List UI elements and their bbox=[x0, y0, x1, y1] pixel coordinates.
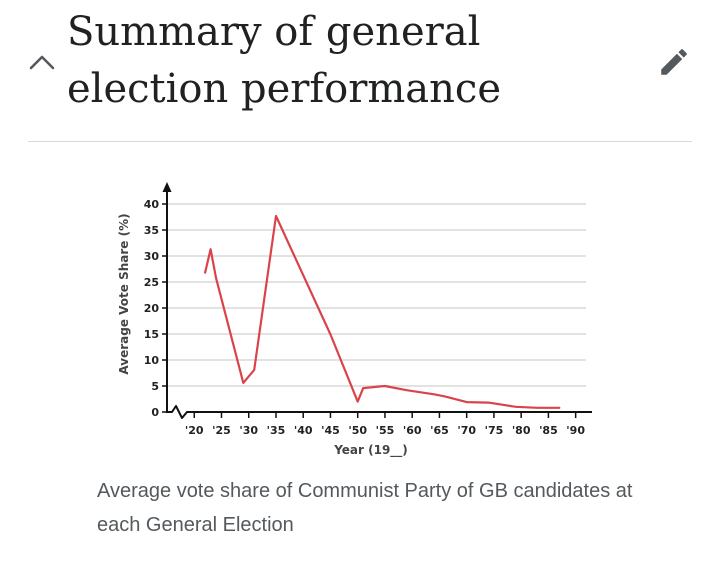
x-tick-label: '50 bbox=[348, 424, 367, 437]
x-tick-label: '55 bbox=[376, 424, 395, 437]
x-tick-label: '60 bbox=[403, 424, 422, 437]
chevron-up-icon bbox=[29, 55, 55, 70]
y-tick-label: 40 bbox=[144, 198, 160, 211]
vote-share-chart: 0 5 10 15 20 25 30 35 40 '20 '25 '30 '35 '40 '45 '50 '5… bbox=[117, 182, 592, 458]
x-tick-label: '75 bbox=[485, 424, 504, 437]
x-axis-line bbox=[167, 405, 592, 419]
x-tick-label: '65 bbox=[430, 424, 449, 437]
x-ticks: '20 '25 '30 '35 '40 '45 '50 '55 '60 '65 '70 '75 '80 '… bbox=[185, 412, 585, 437]
x-tick-label: '70 bbox=[457, 424, 476, 437]
section-title: Summary of general election performance bbox=[67, 9, 501, 112]
x-tick-label: '40 bbox=[294, 424, 313, 437]
y-tick-label: 25 bbox=[144, 276, 159, 289]
section-header: Summary of general election performance bbox=[0, 0, 720, 142]
x-tick-label: '35 bbox=[267, 424, 286, 437]
x-axis-label: Year (19__) bbox=[333, 443, 408, 458]
y-tick-label: 10 bbox=[144, 354, 160, 367]
x-tick-label: '20 bbox=[185, 424, 204, 437]
y-tick-label: 15 bbox=[144, 328, 159, 341]
x-tick-label: '30 bbox=[239, 424, 258, 437]
header-divider bbox=[28, 141, 692, 142]
x-tick-label: '45 bbox=[321, 424, 340, 437]
grid-lines bbox=[167, 203, 586, 387]
x-tick-label: '25 bbox=[212, 424, 231, 437]
chart-caption: Average vote share of Communist Party of… bbox=[97, 480, 633, 536]
y-tick-label: 35 bbox=[144, 224, 159, 237]
vote-share-line bbox=[204, 214, 561, 409]
y-tick-label: 20 bbox=[144, 302, 160, 315]
y-axis-label: Average Vote Share (%) bbox=[117, 213, 131, 374]
axes bbox=[162, 182, 592, 419]
pencil-icon bbox=[661, 49, 687, 75]
y-axis-arrow bbox=[162, 182, 172, 192]
y-tick-label: 30 bbox=[144, 250, 160, 263]
edit-button[interactable] bbox=[654, 42, 694, 82]
x-tick-label: '85 bbox=[539, 424, 558, 437]
y-tick-label: 5 bbox=[151, 380, 159, 393]
x-tick-label: '80 bbox=[512, 424, 531, 437]
y-tick-label: 0 bbox=[151, 406, 159, 419]
collapse-button[interactable] bbox=[22, 42, 62, 82]
y-ticks: 0 5 10 15 20 25 30 35 40 bbox=[144, 198, 167, 419]
x-tick-label: '90 bbox=[566, 424, 585, 437]
